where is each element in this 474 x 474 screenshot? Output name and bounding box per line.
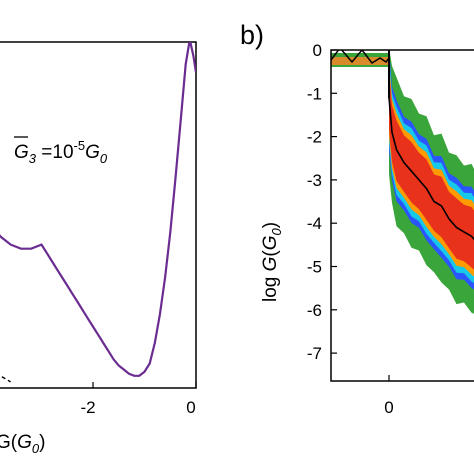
panel-b-ytick-label: -2 xyxy=(307,128,322,147)
panel-a-xlabel: G(G0) xyxy=(0,432,45,456)
panel-a-annotation: G3 =10-5G0 xyxy=(14,136,108,166)
panel-a-xtick-label: 0 xyxy=(186,398,195,417)
annotation-text: G3 =10-5G0 xyxy=(14,138,108,166)
panel-b: b) 0 -1 -2 -3 -4 -5 -6 -7 0 log G(G0) xyxy=(240,20,474,417)
panel-b-label: b) xyxy=(240,20,264,50)
density-core xyxy=(389,68,474,270)
panel-b-ytick-label: 0 xyxy=(313,41,322,60)
panel-b-ytick-label: -7 xyxy=(307,344,322,363)
panel-b-ytick-label: -5 xyxy=(307,258,322,277)
panel-b-ticks: 0 -1 -2 -3 -4 -5 -6 -7 0 xyxy=(307,41,394,417)
panel-a-xtick-label: -2 xyxy=(80,398,95,417)
panel-a-histogram-curve xyxy=(0,42,196,377)
panel-b-ytick-label: -3 xyxy=(307,171,322,190)
panel-b-ytick-label: -1 xyxy=(307,84,322,103)
panel-b-xtick-label: 0 xyxy=(384,398,393,417)
panel-b-ylabel: log G(G0) xyxy=(260,222,284,302)
pre-break-band-inner xyxy=(331,57,389,65)
panel-a-ticks: -2 0 xyxy=(80,382,197,417)
panel-b-ytick-label: -6 xyxy=(307,301,322,320)
panel-b-axes-frame xyxy=(330,49,474,382)
median-trace xyxy=(388,97,474,241)
panel-a-dashed-fit xyxy=(0,374,11,383)
panel-a-axes-frame xyxy=(0,41,197,389)
panel-a: -2 0 G3 =10-5G0 G(G0) xyxy=(0,41,197,456)
panel-b-ytick-label: -4 xyxy=(307,214,322,233)
panel-b-density xyxy=(331,50,474,314)
